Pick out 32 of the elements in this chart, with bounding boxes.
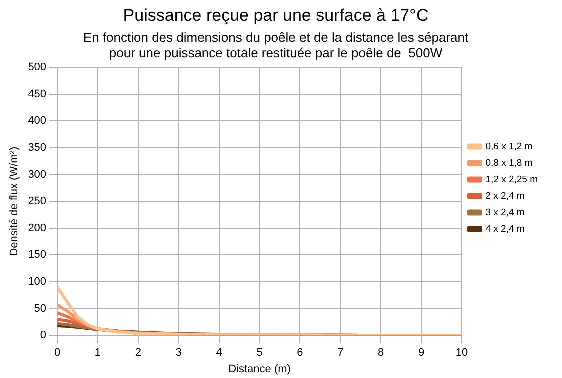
y-tick-label: 300 [28, 168, 47, 181]
legend-label: 3 x 2,4 m [486, 207, 525, 218]
y-tick-label: 150 [28, 249, 47, 262]
x-tick-label: 0 [54, 347, 61, 360]
x-tick-label: 8 [378, 347, 384, 360]
legend-label: 2 x 2,4 m [486, 190, 525, 202]
x-tick-label: 10 [456, 347, 468, 360]
y-tick-label: 200 [28, 222, 47, 234]
legend-label: 0,6 x 1,2 m [486, 141, 533, 152]
x-tick-label: 5 [256, 347, 263, 360]
chart-title: Puissance reçue par une surface à 17°C [123, 6, 429, 25]
legend-label: 0,8 x 1,8 m [486, 158, 533, 169]
legend-label: 1,2 x 2,25 m [486, 174, 538, 186]
x-tick-label: 4 [216, 347, 222, 360]
y-tick-label: 500 [28, 62, 47, 74]
chart-subtitle: En fonction des dimensions du poêle et de la distance les séparant pour une puissance totale restituée par le poêle de 500W [83, 30, 469, 60]
x-tick-label: 2 [135, 347, 142, 360]
y-tick-label: 450 [28, 88, 47, 100]
y-tick-label: 250 [28, 196, 47, 208]
x-axis-title: Distance (m) [228, 363, 291, 376]
x-tick-label: 7 [338, 347, 344, 360]
y-tick-label: 400 [28, 115, 47, 128]
x-tick-label: 3 [176, 347, 182, 360]
x-tick-label: 1 [94, 347, 102, 360]
y-tick-label: 100 [28, 276, 47, 288]
y-tick-label: 0 [40, 330, 47, 342]
legend-label: 4 x 2,4 m [486, 224, 525, 235]
x-tick-label: 9 [418, 347, 425, 360]
y-tick-label: 350 [28, 142, 47, 154]
x-tick-label: 6 [297, 347, 304, 360]
y-axis-title: Densité de flux (W/m²) [8, 146, 21, 256]
y-tick-label: 50 [34, 302, 47, 315]
